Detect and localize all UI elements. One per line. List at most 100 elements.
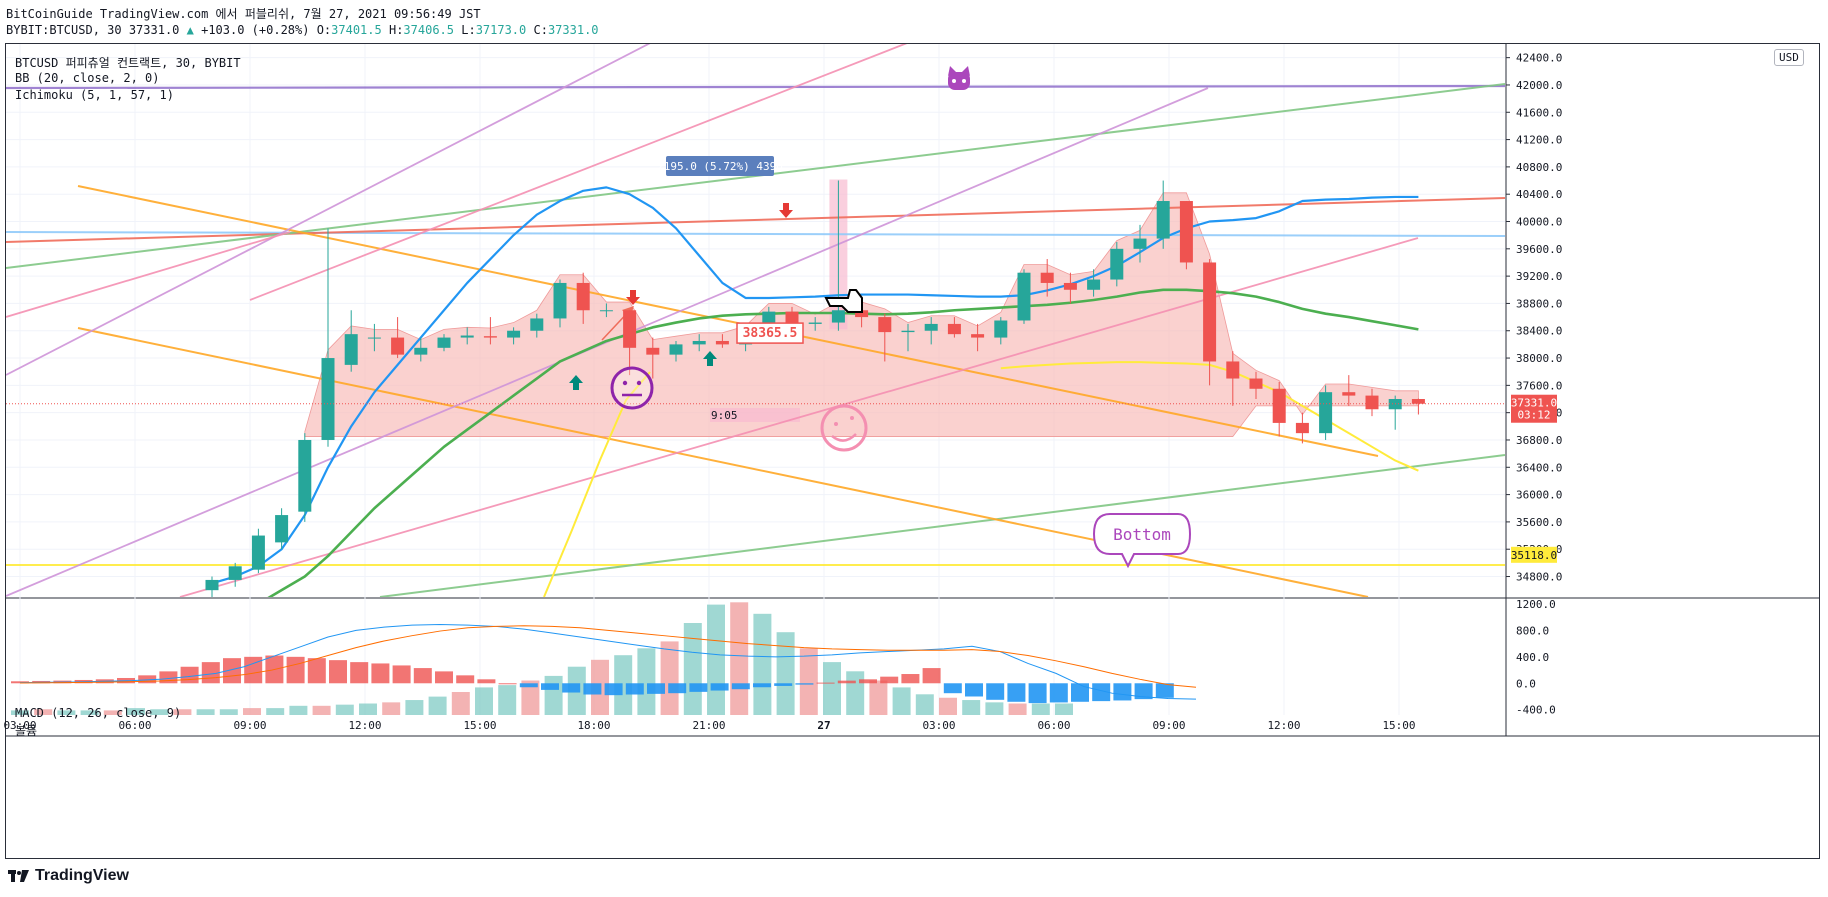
candle-body xyxy=(205,579,219,591)
volume-bar xyxy=(475,687,493,715)
volume-bar xyxy=(1008,703,1027,715)
x-tick-label: 09:00 xyxy=(1152,719,1185,732)
volume-bar xyxy=(11,710,29,715)
macd-y-tick-label: 400.0 xyxy=(1516,651,1549,664)
macd-histogram-bar xyxy=(753,683,771,688)
candle-body xyxy=(1110,248,1124,280)
legend-macd: MACD (12, 26, close, 9) xyxy=(15,706,182,720)
volume-bar xyxy=(521,680,540,715)
measure-label: 2195.0 (5.72%) 4390 xyxy=(657,160,783,173)
tradingview-logo[interactable]: TradingView xyxy=(8,867,129,885)
y-tick-label: 37600.0 xyxy=(1516,379,1562,392)
macd-histogram-bar xyxy=(710,683,729,691)
currency-button[interactable]: USD xyxy=(1774,49,1804,66)
candle-body xyxy=(321,358,335,440)
smiley-face-eye xyxy=(834,422,838,426)
high-value: 37406.5 xyxy=(403,23,454,37)
macd-histogram-bar xyxy=(837,680,856,684)
low-label: L: xyxy=(461,23,476,37)
level-price-value: 35118.0 xyxy=(1511,549,1557,562)
bottom-note-text: Bottom xyxy=(1113,525,1171,544)
volume-bar xyxy=(243,708,261,715)
candle-body xyxy=(785,311,799,324)
volume-bar xyxy=(127,708,145,715)
trendline-green-lower xyxy=(379,454,1505,597)
volume-bar xyxy=(196,709,215,715)
macd-histogram-bar xyxy=(159,671,178,684)
volume-bar xyxy=(939,697,957,715)
cat-ear-icon xyxy=(948,66,956,76)
last-price-badge xyxy=(1511,394,1557,423)
legend-volume: 볼륨 xyxy=(15,724,38,738)
candle-body xyxy=(1226,361,1240,379)
x-tick-label: 12:00 xyxy=(1267,719,1300,732)
macd-histogram-bar xyxy=(1049,683,1068,703)
change-text: +103.0 (+0.28%) xyxy=(201,23,310,37)
chart-frame[interactable] xyxy=(5,43,1820,859)
macd-histogram-bar xyxy=(1113,683,1132,701)
bottom-note-bubble xyxy=(1092,513,1192,569)
candle-body xyxy=(1249,378,1263,389)
macd-y-tick-label: 0.0 xyxy=(1516,677,1536,690)
trendline-pink-1 xyxy=(249,44,908,301)
macd-histogram-bar xyxy=(625,683,644,695)
low-value: 37173.0 xyxy=(475,23,527,37)
macd-y-tick-label: 800.0 xyxy=(1516,624,1549,637)
volume-bar xyxy=(103,710,122,715)
candle-body xyxy=(808,322,822,324)
volume-bar xyxy=(173,709,192,715)
candle-body xyxy=(1087,279,1101,290)
x-tick-label: 15:00 xyxy=(1382,719,1415,732)
smiley-face-eye xyxy=(850,416,854,420)
candle-body xyxy=(855,310,869,318)
volume-bar xyxy=(753,613,772,715)
horizontal-level-blue xyxy=(6,231,1505,237)
volume-bar xyxy=(335,704,354,715)
y-tick-label: 41600.0 xyxy=(1516,106,1562,119)
legend-title: BTCUSD 퍼피츄얼 컨트랙트, 30, BYBIT xyxy=(15,56,241,70)
candle-body xyxy=(1040,272,1054,283)
macd-histogram-bar xyxy=(689,683,708,692)
candle-body xyxy=(1365,395,1379,410)
y-tick-label: 36800.0 xyxy=(1516,434,1562,447)
cat-icon xyxy=(948,72,970,90)
last-price-value: 37331.0 xyxy=(1511,397,1557,410)
macd-y-tick-label: -400.0 xyxy=(1516,704,1556,717)
smiley-face-icon xyxy=(820,404,868,452)
x-tick-label: 09:00 xyxy=(233,719,266,732)
macd-histogram-bar xyxy=(223,658,241,684)
volume-bar xyxy=(683,623,702,715)
macd-histogram-bar xyxy=(392,665,411,684)
price-callout: 38365.5 xyxy=(743,326,798,341)
macd-histogram-bar xyxy=(498,683,517,685)
pointing-hand-icon xyxy=(824,289,863,313)
volume-bar xyxy=(1055,703,1073,715)
candle-body xyxy=(367,337,381,339)
macd-histogram-bar xyxy=(795,683,814,685)
buy-arrow-icon xyxy=(703,351,717,366)
y-tick-label: 36400.0 xyxy=(1516,461,1562,474)
macd-signal-line xyxy=(19,625,1197,688)
volume-bar xyxy=(498,685,517,715)
volume-bar xyxy=(707,604,725,715)
tradingview-logo-icon xyxy=(8,870,29,882)
y-tick-label: 40000.0 xyxy=(1516,216,1562,229)
y-tick-label: 42000.0 xyxy=(1516,79,1562,92)
neutral-face-icon xyxy=(610,366,654,410)
volume-bar xyxy=(637,648,656,715)
candle-body xyxy=(878,317,892,333)
y-tick-label: 38800.0 xyxy=(1516,297,1562,310)
macd-histogram-bar xyxy=(562,683,581,693)
volume-bar xyxy=(823,662,841,715)
macd-histogram-bar xyxy=(1007,683,1026,702)
candle-body xyxy=(1156,201,1170,239)
candle-body xyxy=(251,535,265,570)
macd-histogram-bar xyxy=(668,683,687,694)
close-value: 37331.0 xyxy=(547,23,599,37)
volume-bar xyxy=(382,702,401,715)
macd-y-tick-label: 1200.0 xyxy=(1516,598,1556,611)
x-tick-label: 06:00 xyxy=(1037,719,1070,732)
change-arrow-icon: ▲ xyxy=(186,23,194,37)
bb-basis-line xyxy=(211,186,1419,585)
